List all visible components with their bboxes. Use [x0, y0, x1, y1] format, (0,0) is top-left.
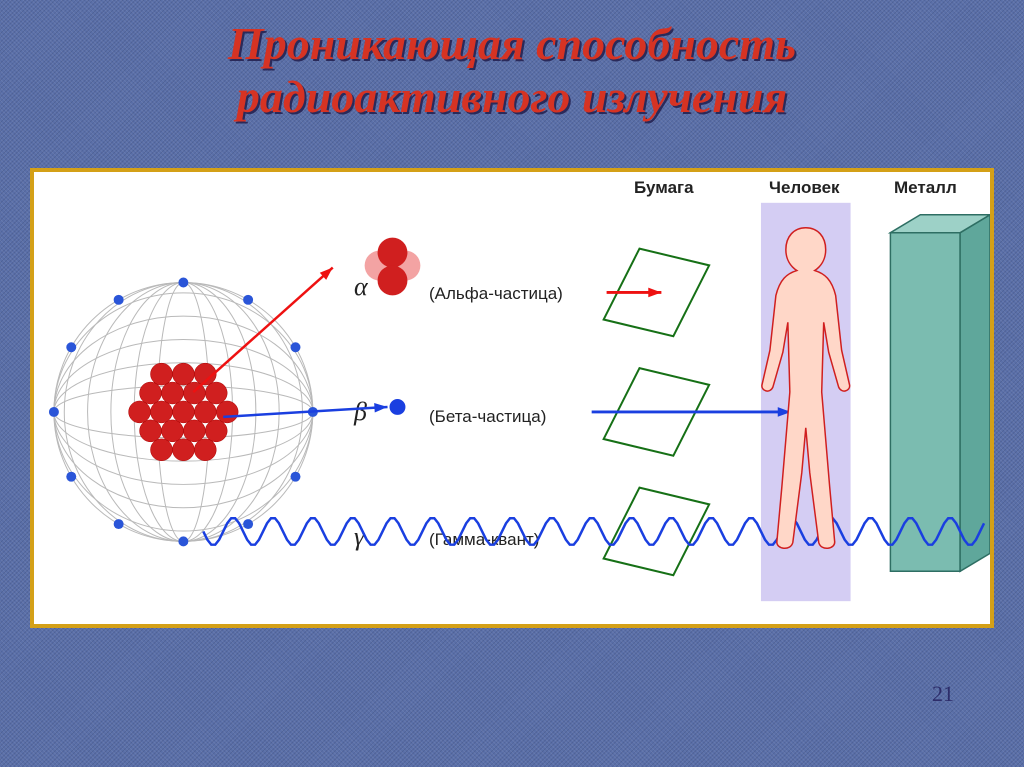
slide-background: Проникающая способность радиоактивного и…	[0, 0, 1024, 767]
slide-title: Проникающая способность радиоактивного и…	[0, 18, 1024, 124]
title-line-1: Проникающая способность	[228, 18, 796, 69]
diagram-svg	[34, 172, 990, 624]
page-number: 21	[932, 681, 954, 707]
diagram-panel-border: Бумага Человек Металл α (Альфа-частица) …	[30, 168, 994, 628]
diagram-panel: Бумага Человек Металл α (Альфа-частица) …	[34, 172, 990, 624]
title-line-2: радиоактивного излучения	[237, 71, 787, 122]
